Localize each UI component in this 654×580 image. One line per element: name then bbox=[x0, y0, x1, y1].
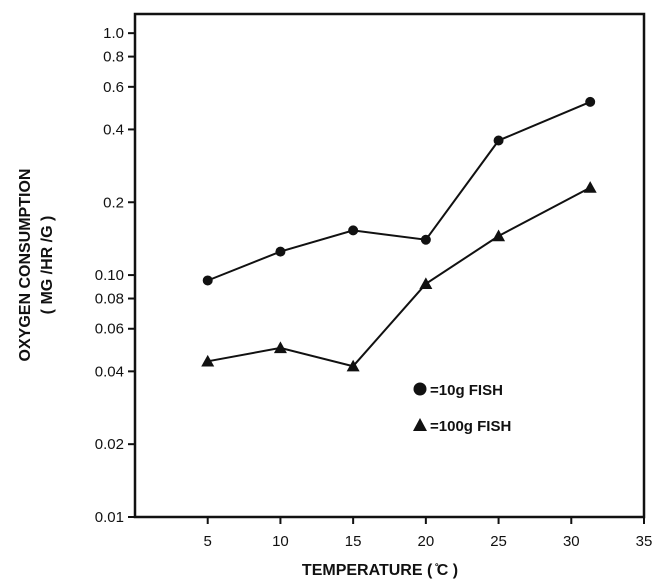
x-tick-label: 25 bbox=[490, 533, 507, 550]
x-tick-label: 15 bbox=[345, 533, 362, 550]
y-tick-label: 0.04 bbox=[95, 363, 124, 380]
y-axis-units: ( MG /HR /G ) bbox=[39, 216, 56, 315]
series-layer bbox=[201, 96, 597, 372]
y-tick-label: 1.0 bbox=[103, 25, 124, 42]
series-line-circle bbox=[207, 100, 591, 282]
series-line-triangle bbox=[207, 186, 591, 368]
y-tick-label: 0.02 bbox=[95, 436, 124, 453]
legend: =10g FISH =100g FISH bbox=[413, 382, 511, 435]
x-tick-label: 20 bbox=[418, 533, 435, 550]
x-tick-label: 5 bbox=[204, 533, 212, 550]
data-point-triangle bbox=[419, 277, 433, 290]
y-tick-label: 0.06 bbox=[95, 321, 124, 338]
legend-circle-marker bbox=[413, 382, 427, 396]
x-axis-label: TEMPERATURE ( ̊C ) bbox=[302, 562, 458, 579]
y-tick-label: 0.2 bbox=[103, 194, 124, 211]
y-tick-label: 0.8 bbox=[103, 49, 124, 66]
y-tick-label: 0.10 bbox=[95, 267, 124, 284]
data-point-circle bbox=[585, 96, 596, 107]
y-tick-label: 0.08 bbox=[95, 291, 124, 308]
y-axis-label: OXYGEN CONSUMPTION bbox=[17, 169, 34, 362]
legend-label-10g: =10g FISH bbox=[430, 382, 503, 399]
axis-ticks: 5 10 15 20 25 30 35 0.01 0.02 0.04 0.06 0.08 0.10 0.2… bbox=[95, 25, 653, 550]
data-point-circle bbox=[275, 246, 286, 257]
data-point-circle bbox=[493, 135, 504, 146]
x-tick-label: 35 bbox=[636, 533, 653, 550]
y-tick-label: 0.6 bbox=[103, 79, 124, 96]
data-point-triangle bbox=[346, 359, 360, 372]
data-point-triangle bbox=[492, 229, 506, 242]
y-tick-label: 0.01 bbox=[95, 509, 124, 526]
legend-triangle-marker bbox=[413, 418, 427, 431]
data-point-triangle bbox=[201, 354, 215, 367]
x-tick-label: 10 bbox=[272, 533, 289, 550]
legend-label-100g: =100g FISH bbox=[430, 418, 511, 435]
data-point-triangle bbox=[273, 341, 287, 354]
data-point-triangle bbox=[583, 181, 597, 193]
data-point-circle bbox=[348, 225, 359, 236]
x-tick-label: 30 bbox=[563, 533, 580, 550]
data-point-circle bbox=[202, 275, 213, 286]
plot-frame bbox=[133, 12, 646, 519]
data-point-circle bbox=[420, 234, 431, 245]
y-tick-label: 0.4 bbox=[103, 121, 124, 138]
